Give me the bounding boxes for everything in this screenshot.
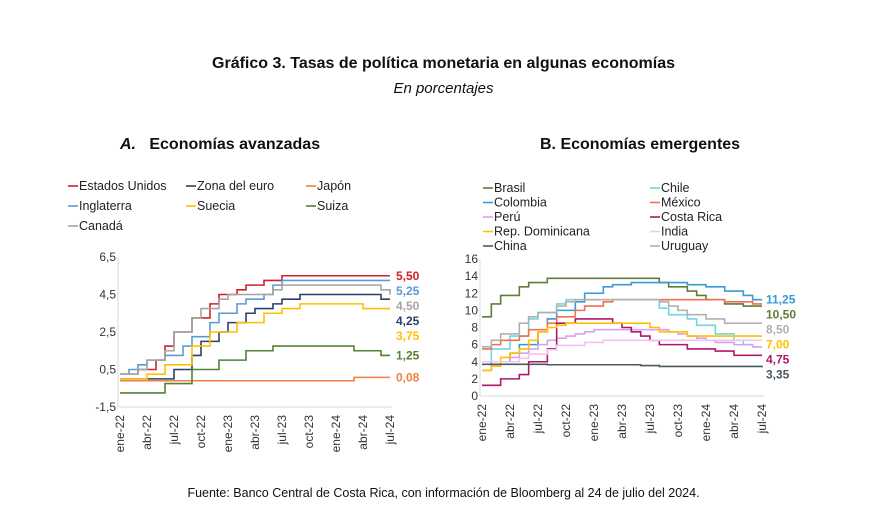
x-tick-label: ene-22 (475, 404, 489, 442)
x-tick-label: oct-23 (671, 404, 685, 438)
panel-a-name: Economías avanzadas (149, 136, 321, 153)
series-line-colombia (482, 281, 762, 372)
x-tick-label: abr-24 (727, 404, 741, 439)
y-tick-label: 2 (471, 372, 478, 386)
end-value-label: 4,75 (766, 353, 790, 367)
end-value-label: 11,25 (766, 293, 796, 307)
x-tick-label: abr-22 (503, 404, 517, 439)
x-tick-label: jul-24 (383, 415, 397, 446)
end-value-label: 5,25 (396, 284, 420, 298)
legend-label: Zona del euro (197, 179, 274, 193)
panel-b-letter: B. (540, 136, 556, 153)
panel-a-title: A. Economías avanzadas (120, 136, 320, 154)
series-line-uruguay (482, 298, 762, 348)
end-value-label: 10,50 (766, 308, 796, 322)
x-tick-label: ene-22 (113, 415, 127, 453)
end-value-label: 4,50 (396, 299, 420, 313)
series-line-zona-del-euro (120, 293, 390, 380)
x-tick-label: ene-24 (699, 404, 713, 442)
series-line-suecia (120, 303, 390, 380)
panel-b-title: B. Economías emergentes (540, 136, 740, 154)
legend-label: Brasil (494, 181, 525, 195)
end-value-label: 3,75 (396, 329, 420, 343)
y-tick-label: 0 (471, 389, 478, 403)
series-line-m-xico (482, 298, 762, 350)
x-tick-label: abr-24 (356, 415, 370, 450)
x-tick-label: oct-22 (194, 415, 208, 449)
source-note: Fuente: Banco Central de Costa Rica, con… (187, 486, 700, 500)
legend-label: Rep. Dominicana (494, 225, 590, 239)
legend-label: India (661, 225, 688, 239)
x-tick-label: abr-23 (248, 415, 262, 450)
legend-label: Chile (661, 181, 690, 195)
x-tick-label: jul-24 (755, 404, 769, 435)
series-line-rep-dominicana (482, 322, 762, 372)
x-tick-label: jul-22 (167, 415, 181, 446)
legend-label: Suecia (197, 199, 235, 213)
y-tick-label: 14 (465, 269, 479, 283)
chart-title: Gráfico 3. Tasas de política monetaria e… (212, 55, 675, 72)
y-tick-label: 12 (465, 286, 479, 300)
legend-label: Costa Rica (661, 210, 722, 224)
legend-label: Perú (494, 210, 520, 224)
series-line-costa-rica (482, 318, 762, 387)
y-tick-label: 0,5 (99, 363, 116, 377)
y-tick-label: 4 (471, 355, 478, 369)
x-tick-label: jul-22 (531, 404, 545, 435)
legend-label: Inglaterra (79, 199, 132, 213)
legend-label: Estados Unidos (79, 179, 167, 193)
y-tick-label: 16 (465, 252, 479, 266)
x-tick-label: oct-22 (559, 404, 573, 438)
end-value-label: 1,25 (396, 348, 420, 362)
series-line-jap-n (120, 376, 390, 382)
x-tick-label: jul-23 (643, 404, 657, 435)
legend-label: México (661, 196, 701, 210)
legend-label: China (494, 239, 527, 253)
legend-label: Japón (317, 179, 351, 193)
x-tick-label: abr-23 (615, 404, 629, 439)
x-tick-label: jul-23 (275, 415, 289, 446)
y-tick-label: 8 (471, 321, 478, 335)
end-value-label: 7,00 (766, 338, 790, 352)
panel-b-name: Economías emergentes (560, 136, 741, 153)
end-value-label: 0,08 (396, 370, 420, 384)
end-value-label: 3,35 (766, 368, 790, 382)
series-line-china (482, 363, 763, 368)
x-tick-label: abr-22 (140, 415, 154, 450)
end-value-label: 8,50 (766, 323, 790, 337)
legend-label: Suiza (317, 199, 348, 213)
end-value-label: 4,25 (396, 314, 420, 328)
y-tick-label: 6,5 (99, 250, 116, 264)
y-tick-label: -1,5 (95, 400, 116, 414)
x-tick-label: ene-23 (587, 404, 601, 442)
series-line-suiza (120, 345, 390, 394)
x-tick-label: oct-23 (302, 415, 316, 449)
y-tick-label: 4,5 (99, 288, 116, 302)
panel-a-letter: A. (120, 136, 136, 153)
series-line-canad- (120, 284, 391, 375)
legend-label: Colombia (494, 196, 547, 210)
y-tick-label: 6 (471, 338, 478, 352)
legend-label: Canadá (79, 219, 123, 233)
end-value-label: 5,50 (396, 269, 420, 283)
chart-subtitle: En porcentajes (393, 80, 494, 97)
y-tick-label: 10 (465, 303, 479, 317)
legend-label: Uruguay (661, 239, 709, 253)
y-tick-label: 2,5 (99, 325, 116, 339)
series-line-india (482, 339, 762, 363)
x-tick-label: ene-24 (329, 415, 343, 453)
x-tick-label: ene-23 (221, 415, 235, 453)
